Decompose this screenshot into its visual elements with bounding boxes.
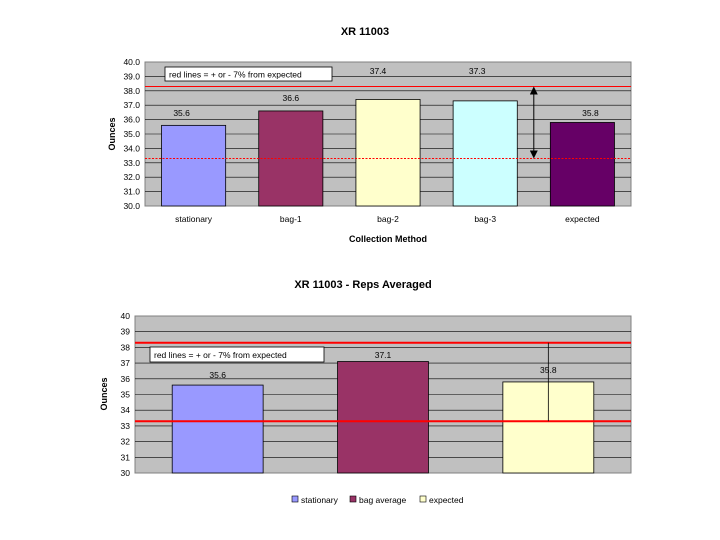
y-tick-label: 33.0 [123,158,140,168]
data-label: 35.6 [209,370,226,380]
legend-swatch [291,495,299,503]
bar-expected [549,122,615,207]
category-label: expected [565,214,600,224]
legend-swatch [349,495,357,503]
y-tick-label: 40.0 [123,57,140,67]
data-label: 37.4 [370,66,387,76]
y-tick-label: 31 [121,452,131,462]
y-tick-label: 36.0 [123,115,140,125]
data-label: 37.3 [469,66,486,76]
category-labels: stationary bag-1 bag-2 bag-3 expected [175,214,600,224]
y-tick-label: 40 [121,311,131,321]
category-label: bag-1 [280,214,302,224]
y-tick-label: 36 [121,374,131,384]
bar-stationary [171,384,264,474]
bar-bag-2 [355,99,421,207]
chart-xr-11003-reps-averaged: XR 11003 - Reps Averaged 303132333435363… [99,279,632,505]
bar-stationary [161,124,227,207]
legend-label: stationary [301,495,339,505]
chart-title: XR 11003 - Reps Averaged [294,279,431,291]
annotation-text: red lines = + or - 7% from expected [169,70,302,80]
y-tick-label: 30 [121,468,131,478]
y-axis-title: Ounces [107,117,117,150]
chart-title: XR 11003 [341,26,389,38]
y-tick-labels: 30.0 31.0 32.0 33.0 34.0 35.0 36.0 37.0 38.0 39.0… [123,57,140,211]
bar-bag-average [337,361,429,474]
y-tick-labels: 30 31 32 33 34 35 36 37 38 39 40 [121,311,131,478]
y-axis-title: Ounces [99,377,109,410]
annotation-box [164,66,333,82]
chart-xr-11003: XR 11003 30.0 31.0 32.0 33.0 34.0 35.0 36.0 37.… [107,26,632,244]
legend-swatch [419,495,427,503]
y-tick-label: 34.0 [123,143,140,153]
y-tick-label: 38.0 [123,86,140,96]
data-label: 37.1 [375,350,392,360]
data-label: 35.6 [173,108,190,118]
reference-lines [145,85,631,159]
category-label: bag-2 [377,214,399,224]
legend-label: bag average [359,495,407,505]
annotation-box [149,346,325,363]
category-label: stationary [175,214,213,224]
y-tick-label: 33 [121,421,131,431]
y-tick-label: 32.0 [123,172,140,182]
y-tick-label: 38 [121,342,131,352]
y-tick-label: 39.0 [123,71,140,81]
bar-bag-3 [452,100,518,207]
data-label: 36.6 [283,93,300,103]
y-tick-label: 35 [121,390,131,400]
data-label: 35.8 [582,108,599,118]
x-axis-title: Collection Method [349,234,427,244]
data-labels: 35.6 36.6 37.4 37.3 35.8 [173,66,599,118]
y-tick-label: 31.0 [123,187,140,197]
y-tick-label: 37.0 [123,100,140,110]
y-tick-label: 30.0 [123,201,140,211]
annotation-text: red lines = + or - 7% from expected [154,350,287,360]
y-tick-label: 39 [121,327,131,337]
y-tick-label: 32 [121,437,131,447]
legend-label: expected [429,495,464,505]
legend: stationary bag average expected [291,495,464,505]
bars [171,361,595,474]
category-label: bag-3 [474,214,496,224]
y-tick-label: 35.0 [123,129,140,139]
y-tick-label: 34 [121,405,131,415]
y-tick-label: 37 [121,358,131,368]
